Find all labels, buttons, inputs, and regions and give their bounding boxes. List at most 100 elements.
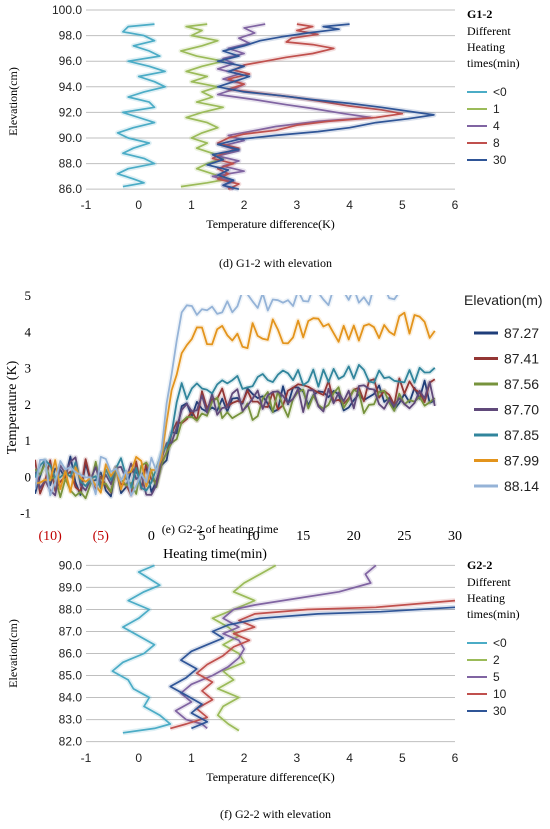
x-tick-label: 1	[188, 751, 195, 765]
legend-item-label: 2	[493, 653, 500, 667]
y-tick-label: 94.0	[59, 80, 83, 94]
chart-panel-e: -1 0 1 2 3 4 5 (10) (5) 0 5 10 15 20 25 30 Heating time(…	[5, 288, 543, 562]
x-tick-label: 15	[296, 529, 310, 544]
series-line-6	[35, 295, 399, 497]
y-tick-label: 100.0	[52, 3, 82, 17]
y-tick-label: 87.0	[59, 624, 83, 638]
x-tick-label: 4	[346, 751, 353, 765]
legend-subtitle-line: Different	[467, 24, 511, 38]
x-tick-label: 10	[246, 529, 260, 544]
x-tick-label: 2	[241, 198, 248, 212]
legend-item-label: 8	[493, 136, 500, 150]
series-line-5	[35, 311, 436, 494]
x-tick-label: 4	[346, 198, 353, 212]
y-tick-label: 86.0	[59, 182, 83, 196]
legend-item-label: 87.85	[504, 427, 539, 443]
x-axis-title: Heating time(min)	[163, 547, 267, 562]
y-tick-label: 92.0	[59, 105, 83, 119]
series-line-1	[35, 377, 436, 497]
x-tick-label: 0	[135, 198, 142, 212]
x-tick-label: 25	[397, 529, 411, 544]
y-tick-label: 84.0	[59, 691, 83, 705]
chart-panel-d: 86.0 88.0 90.0 92.0 94.0 96.0 98.0 100.0 -1 0 1 2 3 4…	[6, 3, 520, 270]
series-line-2	[211, 23, 372, 190]
legend-item-label: 87.56	[504, 376, 539, 392]
x-tick-label: (5)	[93, 529, 110, 544]
x-tick-label: 30	[448, 529, 462, 544]
chart-panel-f: 82.0 83.0 84.0 85.0 86.0 87.0 88.0 89.0 90.0 -1 0 1…	[6, 558, 520, 821]
series-line-2	[174, 564, 377, 730]
y-tick-label: 90.0	[59, 558, 83, 572]
x-tick-label: 0	[135, 751, 142, 765]
legend-item-label: 4	[493, 119, 500, 133]
x-axis-title: Temperature difference(K)	[206, 217, 335, 231]
legend-subtitle-line: Different	[467, 575, 511, 589]
x-axis-title: Temperature difference(K)	[206, 770, 335, 784]
legend-item-label: 87.70	[504, 402, 539, 418]
series-line-glow	[109, 563, 173, 736]
x-tick-label: 20	[347, 529, 361, 544]
legend-item-label: 10	[493, 687, 507, 701]
legend-item-label: 87.27	[504, 325, 539, 341]
x-tick-label: 5	[399, 198, 406, 212]
y-tick-label: 96.0	[59, 54, 83, 68]
legend-item-label: 5	[493, 670, 500, 684]
y-tick-label: 1	[25, 433, 32, 448]
y-tick-label: 82.0	[59, 735, 83, 749]
series-line-4	[169, 606, 456, 730]
series-line-4	[206, 23, 435, 191]
legend-item-label: 87.99	[504, 453, 539, 469]
panel-caption: (f) G2-2 with elevation	[220, 807, 331, 821]
y-tick-label: 2	[25, 397, 32, 412]
x-tick-label: 5	[198, 529, 205, 544]
y-tick-label: -1	[20, 506, 31, 521]
series-line-0	[111, 564, 172, 734]
legend-item-label: 30	[493, 153, 507, 167]
legend-subtitle-line: times(min)	[467, 607, 520, 621]
y-tick-label: 88.0	[59, 157, 83, 171]
x-tick-label: 5	[399, 751, 406, 765]
legend-subtitle-line: Heating	[467, 40, 505, 54]
y-tick-label: 0	[25, 469, 32, 484]
y-axis-title: Temperature (K)	[5, 360, 20, 454]
y-axis-title: Elevation(cm)	[6, 619, 20, 688]
y-tick-label: 88.0	[59, 602, 83, 616]
y-tick-label: 98.0	[59, 29, 83, 43]
legend-item-label: 87.41	[504, 351, 539, 367]
x-tick-label: -1	[81, 198, 92, 212]
legend-subtitle-line: Heating	[467, 591, 505, 605]
y-tick-label: 3	[25, 361, 32, 376]
series-line-glow	[204, 21, 437, 192]
panel-caption: (e) G2-2 of heating time	[162, 522, 279, 536]
x-tick-label: 0	[148, 529, 155, 544]
x-tick-label: 3	[294, 751, 301, 765]
series-line-glow	[167, 604, 456, 731]
legend-item-label: <0	[493, 85, 507, 99]
series-line-0	[116, 23, 166, 188]
series-lines	[35, 295, 438, 501]
y-tick-label: 83.0	[59, 713, 83, 727]
legend-title: G2-2	[467, 558, 492, 572]
x-tick-label: 2	[241, 751, 248, 765]
panel-caption: (d) G1-2 with elevation	[219, 256, 332, 270]
x-tick-label: (10)	[39, 529, 63, 544]
x-tick-label: 6	[452, 198, 459, 212]
x-tick-label: 3	[294, 198, 301, 212]
legend-title: G1-2	[467, 7, 492, 21]
legend-title: Elevation(m)	[464, 292, 543, 308]
y-tick-label: 86.0	[59, 647, 83, 661]
legend-item-label: 88.14	[504, 478, 539, 494]
y-tick-label: 5	[25, 288, 32, 303]
y-tick-label: 89.0	[59, 580, 83, 594]
series-line-0	[35, 379, 436, 498]
x-tick-label: 1	[188, 198, 195, 212]
y-tick-label: 90.0	[59, 131, 83, 145]
legend-item-label: 30	[493, 704, 507, 718]
x-tick-label: 6	[452, 751, 459, 765]
series-line-1	[180, 23, 230, 188]
legend-item-label: 1	[493, 102, 500, 116]
y-tick-label: 85.0	[59, 669, 83, 683]
y-tick-label: 4	[25, 324, 32, 339]
y-axis-title: Elevation(cm)	[6, 67, 20, 136]
